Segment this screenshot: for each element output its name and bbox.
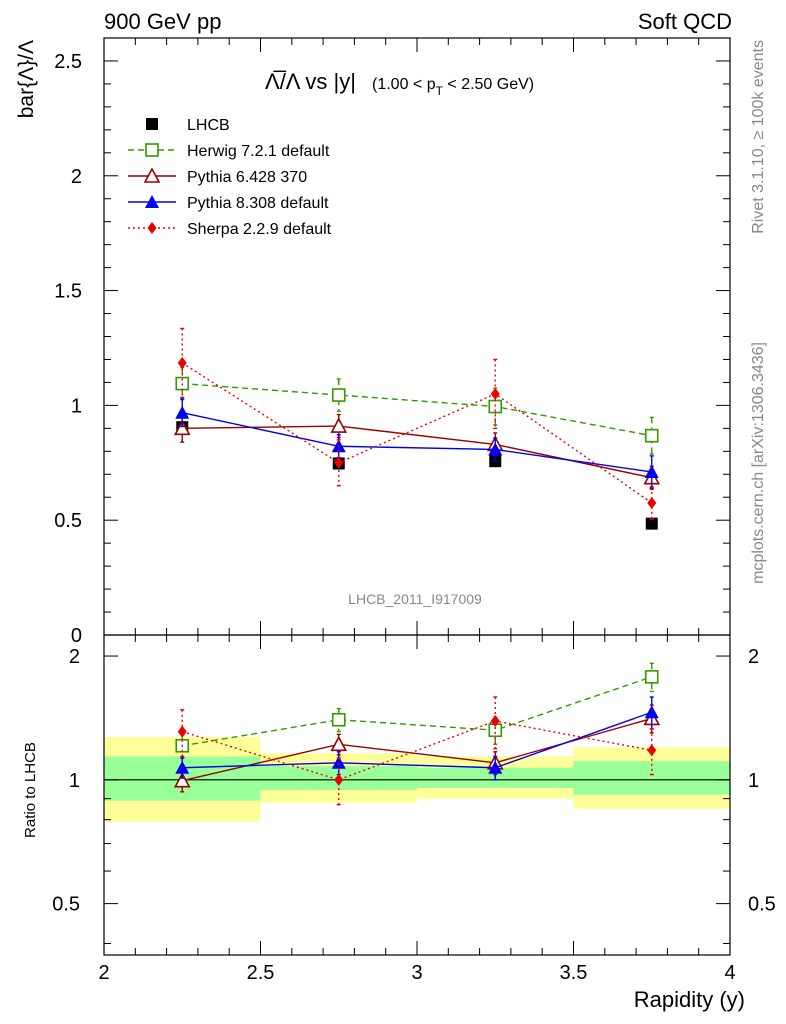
main-line-pythia-8-308-default: [182, 412, 652, 473]
main-point-herwig-7-2-1-default: [331, 388, 346, 402]
main-point-sherpa-2-2-9-default: [334, 456, 344, 469]
x-tick-label: 2: [98, 962, 109, 984]
main-point-pythia-6-428-370: [330, 417, 348, 433]
x-tick-label: 3.5: [560, 962, 588, 984]
chart-title-main: Λ̅/Λ vs |y|: [265, 69, 356, 94]
legend-label: Herwig 7.2.1 default: [187, 143, 330, 160]
rivet-version-label: Rivet 3.1.10, ≥ 100k events: [750, 40, 767, 234]
main-y-tick-label: 1: [71, 395, 82, 417]
ratio-y-tick-label-left: 2: [69, 646, 80, 668]
ratio-y-tick-label-left: 0.5: [52, 894, 80, 916]
analysis-watermark: LHCB_2011_I917009: [348, 591, 482, 607]
xlabel: Rapidity (y): [634, 987, 745, 1012]
ratio-series-pythia-8-308-default: [175, 696, 659, 781]
legend-item-lhcb: LHCB: [146, 117, 230, 134]
main-point-pythia-8-308-default: [488, 442, 503, 456]
x-tick-label: 3: [411, 962, 422, 984]
ratio-point-pythia-8-308-default: [644, 705, 659, 719]
main-y-tick-label: 2.5: [54, 51, 82, 73]
ratio-point-sherpa-2-2-9-default: [334, 773, 344, 786]
main-line-sherpa-2-2-9-default: [181, 362, 653, 504]
main-ylabel: bar{Λ}/Λ: [15, 40, 38, 118]
ratio-y-tick-label-right: 0.5: [748, 894, 776, 916]
ratio-y-tick-label-right: 1: [748, 770, 759, 792]
legend-label: LHCB: [187, 117, 230, 134]
ratio-y-tick-label-right: 2: [748, 646, 759, 668]
main-point-pythia-8-308-default: [175, 405, 190, 419]
main-point-sherpa-2-2-9-default: [177, 356, 187, 369]
main-series-pythia-8-308-default: [175, 398, 659, 489]
ratio-y-tick-label-left: 1: [69, 770, 80, 792]
chart-title: Λ̅/Λ vs |y| (1.00 < pT < 2.50 GeV): [265, 69, 534, 98]
main-line-pythia-6-428-370: [182, 425, 652, 479]
ratio-ylabel: Ratio to LHCB: [22, 742, 39, 838]
main-y-tick-label: 2: [71, 166, 82, 188]
ratio-point-pythia-6-428-370: [173, 772, 191, 788]
main-y-tick-label: 0: [71, 625, 82, 647]
x-tick-label: 2.5: [247, 962, 275, 984]
legend-marker: [143, 167, 161, 183]
mcplots-label: mcplots.cern.ch [arXiv:1306.3436]: [750, 342, 767, 584]
chart-title-range: (1.00 < pT < 2.50 GeV): [372, 76, 534, 98]
main-plot: [173, 327, 661, 530]
legend-item-sherpa-2-2-9-default: Sherpa 2.2.9 default: [128, 221, 332, 238]
legend-item-herwig-7-2-1-default: Herwig 7.2.1 default: [128, 143, 330, 160]
axes: 2 2.5 3 3.5 4 0 0.5 1 1.5 2 2.5 0.5 0.5 1 1 2 2: [52, 37, 776, 984]
main-point-sherpa-2-2-9-default: [490, 387, 500, 400]
main-series-herwig-7-2-1-default: [175, 366, 659, 455]
ratio-point-pythia-8-308-default: [488, 760, 503, 774]
legend: LHCB Herwig 7.2.1 default Pythia 6.428 370…: [128, 117, 332, 238]
header-left-label: 900 GeV pp: [104, 9, 221, 34]
x-tick-label: 4: [724, 962, 735, 984]
ratio-band-green: [573, 761, 730, 795]
legend-marker: [146, 118, 158, 130]
ratio-point-pythia-8-308-default: [175, 760, 190, 774]
main-y-tick-label: 1.5: [54, 281, 82, 303]
legend-label: Pythia 8.308 default: [187, 195, 329, 212]
title-range-prefix: (1.00 < p: [372, 76, 436, 93]
ratio-line-herwig-7-2-1-default: [182, 676, 652, 747]
main-point-sherpa-2-2-9-default: [647, 496, 657, 509]
legend-item-pythia-6-428-370: Pythia 6.428 370: [128, 167, 307, 186]
ratio-uncertainty-bands: [104, 737, 730, 822]
legend-item-pythia-8-308-default: Pythia 8.308 default: [128, 195, 329, 212]
main-line-herwig-7-2-1-default: [182, 382, 652, 437]
main-point-pythia-6-428-370: [173, 419, 191, 436]
title-range-subscript: T: [436, 84, 444, 98]
main-series-pythia-6-428-370: [173, 413, 661, 490]
header-right-label: Soft QCD: [638, 9, 732, 34]
ratio-point-herwig-7-2-1-default: [644, 670, 659, 684]
legend-marker: [147, 222, 157, 234]
ratio-point-pythia-6-428-370: [330, 735, 348, 752]
main-series-lhcb: [176, 421, 658, 530]
title-range-suffix: < 2.50 GeV): [443, 76, 534, 93]
ratio-line-sherpa-2-2-9-default: [182, 720, 652, 781]
main-point-lhcb: [645, 517, 658, 530]
ratio-line-pythia-8-308-default: [182, 711, 652, 769]
main-series-sherpa-2-2-9-default: [177, 327, 657, 520]
legend-marker: [145, 143, 159, 157]
main-y-tick-label: 0.5: [54, 510, 82, 532]
ratio-series-sherpa-2-2-9-default: [177, 696, 657, 806]
legend-label: Sherpa 2.2.9 default: [187, 221, 332, 238]
legend-marker: [145, 195, 159, 208]
ratio-plot: [173, 662, 661, 806]
ratio-point-pythia-8-308-default: [331, 755, 346, 769]
main-point-herwig-7-2-1-default: [644, 428, 659, 443]
ratio-point-herwig-7-2-1-default: [331, 712, 346, 727]
main-point-pythia-8-308-default: [644, 464, 659, 478]
ratio-point-sherpa-2-2-9-default: [177, 725, 187, 738]
legend-label: Pythia 6.428 370: [187, 169, 307, 186]
ratio-point-sherpa-2-2-9-default: [490, 715, 500, 728]
ratio-point-sherpa-2-2-9-default: [647, 744, 657, 757]
